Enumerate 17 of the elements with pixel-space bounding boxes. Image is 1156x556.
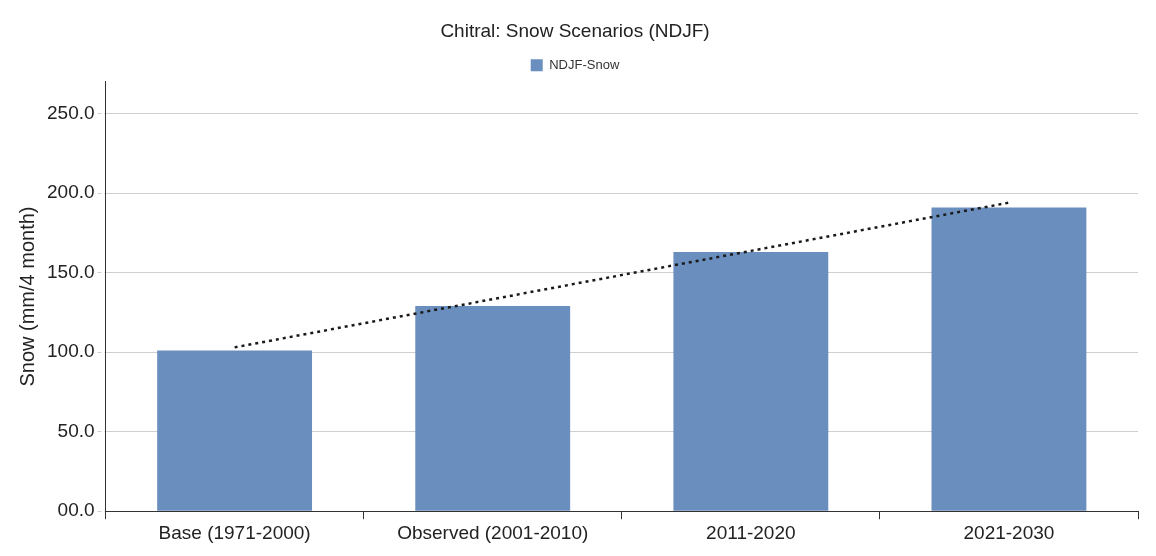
y-tick-label: 150.0 <box>47 260 95 282</box>
x-tick-label: Observed (2001-2010) <box>397 521 589 543</box>
y-tick-label: 50.0 <box>57 419 95 441</box>
bar <box>415 306 571 511</box>
y-tick-label: 200.0 <box>47 181 95 203</box>
bar <box>931 207 1087 511</box>
y-tick-label: 250.0 <box>47 101 95 123</box>
chart-title: Chitral: Snow Scenarios (NDJF) <box>440 19 710 41</box>
bar <box>157 350 313 511</box>
legend-label: NDJF-Snow <box>549 56 620 72</box>
y-tick-label: 00.0 <box>57 499 95 521</box>
x-tick-label: 2021-2030 <box>963 521 1055 543</box>
bar <box>673 251 829 511</box>
x-tick-label: 2011-2020 <box>706 521 796 543</box>
y-axis-title: Snow (mm/4 month) <box>15 206 38 387</box>
y-tick-label: 100.0 <box>47 340 95 362</box>
x-tick-label: Base (1971-2000) <box>158 521 311 543</box>
